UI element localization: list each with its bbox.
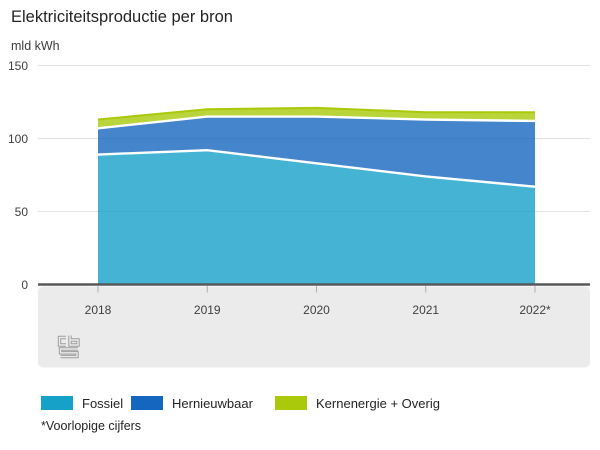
y-tick-label-100: 100 [8, 132, 28, 146]
stack-top-line [97, 106, 535, 121]
y-tick-label-0: 0 [21, 278, 28, 292]
cbs-logo-inner-0 [58, 336, 66, 346]
legend-swatch-icon [131, 396, 163, 410]
unit-label: mld kWh [11, 39, 60, 53]
chart-title: Elektriciteitsproductie per bron [11, 8, 233, 26]
chart-legend: Fossiel Hernieuwbaar Kernenergie + Overig [0, 396, 600, 412]
x-axis-band [38, 286, 590, 368]
legend-swatch-icon [41, 396, 73, 410]
legend-label: Fossiel [82, 395, 124, 411]
x-tick-label-2020: 2020 [303, 303, 330, 317]
x-tick-label-2019: 2019 [194, 303, 221, 317]
legend-swatch-icon [275, 396, 307, 410]
cbs-logo-inner-2 [59, 348, 78, 358]
x-tick-label-2021: 2021 [412, 303, 439, 317]
area-fossiel [98, 150, 535, 285]
cbs-logo-icon [57, 335, 80, 359]
legend-item-hernieuwbaar: Hernieuwbaar [131, 395, 253, 411]
legend-item-fossiel: Fossiel [41, 395, 124, 411]
y-tick-label-50: 50 [15, 205, 29, 219]
y-tick-label-150: 150 [8, 59, 28, 73]
legend-item-kernenergie-overig: Kernenergie + Overig [275, 395, 440, 411]
x-tick-label-2018: 2018 [85, 303, 112, 317]
series-boundary-line-1 [97, 115, 536, 130]
legend-label: Hernieuwbaar [172, 395, 253, 411]
cbs-logo-inner-1 [69, 335, 79, 346]
area-hernieuwbaar [98, 116, 535, 187]
x-tick-label-2022*: 2022* [519, 303, 551, 317]
footnote: *Voorlopige cijfers [41, 419, 142, 433]
series-boundary-line-0 [97, 148, 536, 188]
legend-label: Kernenergie + Overig [316, 395, 440, 411]
